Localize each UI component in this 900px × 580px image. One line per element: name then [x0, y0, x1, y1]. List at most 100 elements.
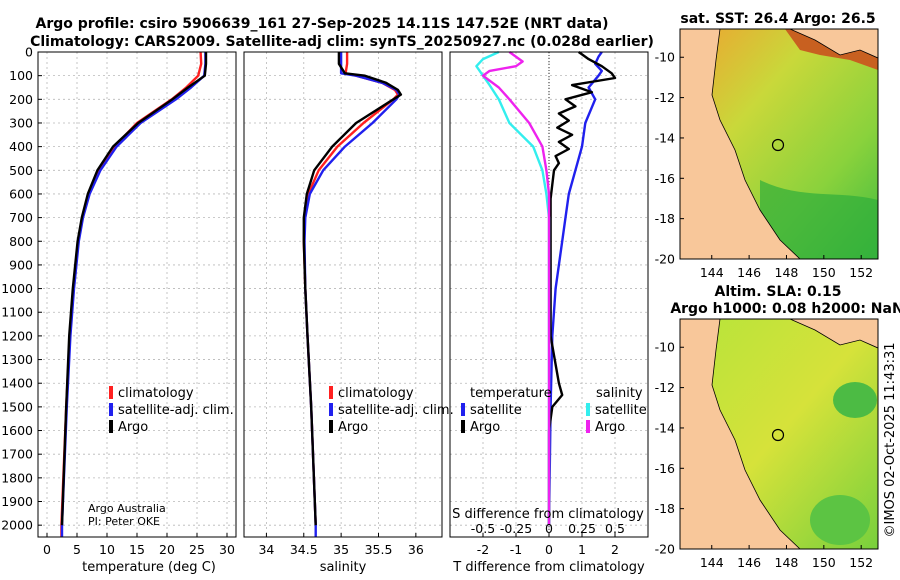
legend-t-satellite: satellite [470, 403, 522, 418]
series-t-argo [547, 51, 617, 526]
legend-mark-satellite [109, 403, 113, 416]
y-tick-label: 1700 [1, 447, 33, 462]
x-tick-label: 20 [159, 542, 175, 557]
x-tick-label: 0 [43, 542, 51, 557]
y-tick-label: 1300 [1, 352, 33, 367]
difference-legend: temperature satellite Argo salinity sate… [461, 386, 647, 435]
s-tick-label: 0 [545, 521, 553, 536]
sst-map-title: sat. SST: 26.4 Argo: 26.5 [680, 11, 875, 27]
sst-land-png [789, 29, 878, 59]
series-argo [60, 52, 208, 526]
sla-map-panel: Altim. SLA: 0.15 Argo h1000: 0.08 h2000:… [655, 284, 900, 570]
map-y-label: -16 [655, 461, 675, 476]
legend-argo: Argo [338, 420, 368, 435]
legend-mark-s-argo [586, 420, 590, 433]
temperature-xlabel: temperature (deg C) [82, 560, 216, 575]
x-tick-label: 1 [578, 542, 586, 557]
s-difference-label: S difference from climatology [452, 507, 644, 522]
y-tick-label: 500 [9, 163, 33, 178]
map-y-label: -16 [655, 171, 675, 186]
sla-float-marker [771, 428, 785, 442]
y-tick-label: 300 [9, 115, 33, 130]
title-line-2: Climatology: CARS2009. Satellite-adj cli… [30, 34, 654, 50]
map-x-label: 146 [737, 265, 761, 280]
sla-low-patch [833, 382, 877, 418]
legend-climatology: climatology [338, 386, 414, 401]
sst-cool-patch [760, 180, 878, 259]
y-tick-label: 200 [9, 92, 33, 107]
map-x-label: 148 [775, 555, 799, 570]
legend-mark-argo [109, 420, 113, 433]
x-tick-label: 5 [73, 542, 81, 557]
legend-satellite: satellite-adj. clim. [118, 403, 234, 418]
footnote-argo-australia: Argo Australia [88, 502, 166, 515]
x-tick-label: 34 [258, 542, 274, 557]
s-tick-label: 0.25 [568, 521, 596, 536]
map-x-label: 152 [849, 555, 873, 570]
legend-mark-t-satellite [461, 403, 465, 416]
series-s-argo [481, 51, 551, 526]
x-tick-label: 15 [129, 542, 145, 557]
x-tick-label: 10 [99, 542, 115, 557]
series-climatology [60, 51, 203, 537]
map-y-label: -18 [655, 211, 675, 226]
x-tick-label: -1 [510, 542, 522, 557]
y-tick-label: 1400 [1, 376, 33, 391]
credit: ©IMOS 02-Oct-2025 11:43:31 [883, 342, 898, 537]
y-tick-label: 1800 [1, 470, 33, 485]
temperature-grid [38, 51, 236, 537]
y-tick-label: 1900 [1, 494, 33, 509]
sst-map-frame [679, 28, 879, 260]
map-x-label: 150 [812, 265, 836, 280]
difference-x-ticks: -2 -1 0 1 2 [477, 533, 619, 557]
legend-mark-t-argo [461, 420, 465, 433]
salinity-legend: climatology satellite-adj. clim. Argo [329, 386, 454, 435]
series-satellite-adj-clim- [303, 52, 401, 537]
y-tick-label: 1500 [1, 399, 33, 414]
sla-map-frame [679, 318, 879, 550]
y-tick-label: 1200 [1, 328, 33, 343]
legend-mark-satellite [329, 403, 333, 416]
x-tick-label: 35.5 [365, 542, 393, 557]
difference-grid [450, 51, 648, 537]
y-tick-label: 700 [9, 210, 33, 225]
temperature-panel: 0 5 10 15 20 25 30 0 100 200 300 400 500 600 700 800 90… [1, 45, 237, 575]
legend-mark-climatology [109, 386, 113, 399]
y-tick-label: 1600 [1, 423, 33, 438]
series-argo [302, 52, 403, 526]
map-y-label: -14 [655, 130, 675, 145]
y-tick-label: 2000 [1, 518, 33, 533]
s-difference-ticks: -0.5 -0.25 0 0.25 0.5 [471, 521, 625, 536]
map-y-label: -10 [655, 50, 675, 65]
map-y-label: -18 [655, 501, 675, 516]
x-tick-label: 25 [189, 542, 205, 557]
sla-map-title: Altim. SLA: 0.15 [714, 284, 841, 300]
x-tick-label: 30 [219, 542, 235, 557]
legend-mark-s-satellite [586, 403, 590, 416]
difference-series [475, 50, 617, 526]
y-tick-label: 1000 [1, 281, 33, 296]
sst-land-australia [680, 29, 801, 259]
map-x-label: 148 [775, 265, 799, 280]
x-tick-label: 35 [333, 542, 349, 557]
map-y-label: -10 [655, 340, 675, 355]
legend-mark-climatology [329, 386, 333, 399]
salinity-x-ticks: 34 34.5 35 35.5 36 [258, 533, 424, 557]
s-tick-label: -0.5 [471, 521, 495, 536]
x-tick-label: 2 [611, 542, 619, 557]
temperature-x-ticks: 0 5 10 15 20 25 30 [43, 533, 235, 557]
y-tick-label: 1100 [1, 305, 33, 320]
temperature-series [60, 51, 208, 537]
legend-title-temperature: temperature [470, 386, 552, 401]
y-tick-label: 400 [9, 139, 33, 154]
title-line-1: Argo profile: csiro 5906639_161 27-Sep-2… [36, 16, 609, 32]
legend-t-argo: Argo [470, 420, 500, 435]
footnote-pi: PI: Peter OKE [88, 515, 160, 528]
y-tick-label: 900 [9, 257, 33, 272]
legend-climatology: climatology [118, 386, 194, 401]
salinity-xlabel: salinity [320, 560, 367, 575]
legend-s-argo: Argo [595, 420, 625, 435]
map-x-label: 144 [700, 555, 724, 570]
sla-land-png [789, 319, 878, 349]
map-y-label: -20 [655, 542, 675, 557]
